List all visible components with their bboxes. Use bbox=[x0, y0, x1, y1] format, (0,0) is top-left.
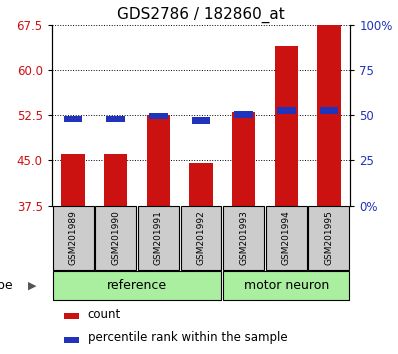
FancyBboxPatch shape bbox=[223, 206, 264, 269]
Bar bbox=[191, 117, 211, 124]
FancyBboxPatch shape bbox=[95, 206, 136, 269]
Text: percentile rank within the sample: percentile rank within the sample bbox=[88, 331, 287, 344]
FancyBboxPatch shape bbox=[138, 206, 179, 269]
Bar bbox=[146, 115, 170, 206]
Bar bbox=[104, 154, 127, 206]
FancyBboxPatch shape bbox=[53, 271, 221, 300]
Text: GSM201993: GSM201993 bbox=[239, 211, 248, 266]
Bar bbox=[232, 112, 256, 206]
Bar bbox=[64, 313, 79, 319]
Bar bbox=[189, 164, 213, 206]
FancyBboxPatch shape bbox=[266, 206, 307, 269]
Text: count: count bbox=[88, 308, 121, 321]
Bar bbox=[149, 113, 168, 119]
Bar bbox=[234, 111, 253, 118]
Text: GSM201994: GSM201994 bbox=[282, 211, 291, 265]
FancyBboxPatch shape bbox=[223, 271, 349, 300]
Text: motor neuron: motor neuron bbox=[244, 279, 329, 292]
Title: GDS2786 / 182860_at: GDS2786 / 182860_at bbox=[117, 7, 285, 23]
Bar bbox=[106, 115, 125, 122]
FancyBboxPatch shape bbox=[53, 206, 94, 269]
Text: GSM201992: GSM201992 bbox=[197, 211, 205, 265]
Text: GSM201990: GSM201990 bbox=[111, 211, 120, 266]
FancyBboxPatch shape bbox=[181, 206, 221, 269]
Text: GSM201991: GSM201991 bbox=[154, 211, 163, 266]
Bar bbox=[277, 107, 296, 114]
Bar bbox=[317, 25, 341, 206]
FancyBboxPatch shape bbox=[308, 206, 349, 269]
Bar bbox=[275, 46, 298, 206]
Bar bbox=[61, 154, 85, 206]
Text: reference: reference bbox=[107, 279, 167, 292]
Text: GSM201995: GSM201995 bbox=[324, 211, 334, 266]
Text: ▶: ▶ bbox=[28, 280, 36, 290]
Text: cell type: cell type bbox=[0, 279, 13, 292]
Bar bbox=[64, 337, 79, 343]
Bar bbox=[64, 115, 82, 122]
Text: GSM201989: GSM201989 bbox=[68, 211, 78, 266]
Bar bbox=[320, 107, 338, 114]
